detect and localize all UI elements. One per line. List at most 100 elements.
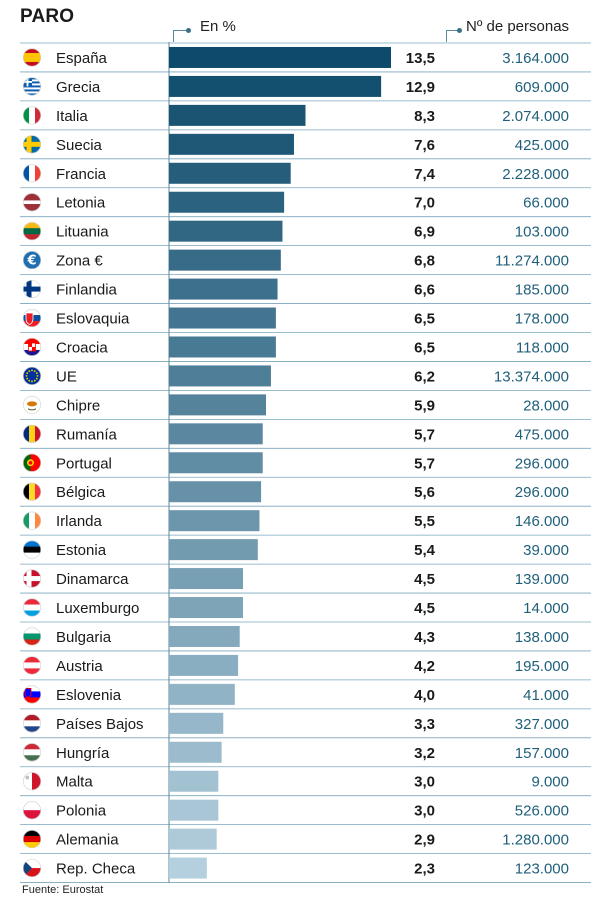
bar <box>169 220 283 242</box>
persons-label: 118.000 <box>516 339 569 356</box>
persons-label: 13.374.000 <box>494 368 569 385</box>
country-label: Dinamarca <box>56 571 129 588</box>
country-label: Chipre <box>56 397 100 414</box>
country-label: Estonia <box>56 542 107 559</box>
persons-label: 14.000 <box>523 600 569 617</box>
bar <box>169 741 222 763</box>
value-label: 6,5 <box>414 339 435 356</box>
persons-label: 2.074.000 <box>502 108 569 125</box>
flag-euro-icon: € <box>22 251 41 270</box>
bar <box>169 423 263 445</box>
chart-row: Austria 4,2 195.000 <box>22 654 569 676</box>
country-label: Zona € <box>56 253 103 270</box>
persons-label: 41.000 <box>523 687 569 704</box>
chart-row: Alemania 2,9 1.280.000 <box>22 828 569 850</box>
persons-label: 2.228.000 <box>502 166 569 183</box>
country-label: Rumanía <box>56 426 118 443</box>
chart-row: Eslovaquia 6,5 178.000 <box>22 307 569 329</box>
chart-row: Polonia 3,0 526.000 <box>22 799 569 821</box>
persons-label: 139.000 <box>515 571 569 588</box>
country-label: Países Bajos <box>56 716 144 733</box>
value-label: 2,9 <box>414 832 435 849</box>
flag-france-icon <box>22 164 41 183</box>
flag-netherlands-icon <box>22 714 41 733</box>
bar <box>169 597 243 619</box>
country-label: Luxemburgo <box>56 600 139 617</box>
flag-belgium-icon <box>22 482 41 501</box>
persons-label: 475.000 <box>515 426 569 443</box>
flag-greece-icon <box>22 77 41 96</box>
country-label: Bélgica <box>56 484 106 501</box>
value-label: 6,6 <box>414 282 435 299</box>
chart-row: Rep. Checa 2,3 123.000 <box>22 857 569 879</box>
flag-croatia-icon <box>22 337 41 356</box>
value-label: 6,5 <box>414 311 435 328</box>
chart-row: España 13,5 3.164.000 <box>22 46 569 68</box>
chart-row: Hungría 3,2 157.000 <box>22 741 569 763</box>
value-label: 6,8 <box>414 253 435 270</box>
value-label: 7,4 <box>414 166 436 183</box>
persons-label: 425.000 <box>515 137 569 154</box>
chart-row: Malta 3,0 9.000 <box>22 770 569 792</box>
country-label: Grecia <box>56 79 101 96</box>
country-label: Bulgaria <box>56 629 112 646</box>
country-label: Finlandia <box>56 282 118 299</box>
value-label: 7,0 <box>414 195 435 212</box>
persons-label: 39.000 <box>523 542 569 559</box>
value-label: 3,2 <box>414 745 435 762</box>
country-label: Francia <box>56 166 107 183</box>
value-label: 2,3 <box>414 861 435 878</box>
chart-row: UE 6,2 13.374.000 <box>22 365 569 387</box>
chart-row: Portugal 5,7 296.000 <box>22 452 569 474</box>
flag-bulgaria-icon <box>22 627 41 646</box>
flag-latvia-icon <box>22 193 41 212</box>
chart-row: Luxemburgo 4,5 14.000 <box>22 597 569 619</box>
country-label: Lituania <box>56 224 109 241</box>
bar <box>169 278 278 300</box>
value-label: 3,0 <box>414 803 435 820</box>
value-label: 4,2 <box>414 658 435 675</box>
flag-italy-icon <box>22 106 41 125</box>
persons-label: 195.000 <box>515 658 569 675</box>
value-label: 5,7 <box>414 455 435 472</box>
country-label: UE <box>56 368 77 385</box>
value-label: 4,3 <box>414 629 435 646</box>
persons-label: 609.000 <box>515 79 569 96</box>
value-label: 12,9 <box>406 79 435 96</box>
bar <box>169 568 243 590</box>
value-label: 6,9 <box>414 224 435 241</box>
flag-germany-icon <box>22 830 41 849</box>
persons-label: 3.164.000 <box>502 50 569 67</box>
value-label: 5,4 <box>414 542 436 559</box>
bar <box>169 162 291 184</box>
persons-label: 327.000 <box>515 716 569 733</box>
header-line-persons <box>446 30 460 31</box>
header-dot-percent <box>186 28 191 33</box>
persons-label: 28.000 <box>523 397 569 414</box>
flag-finland-icon <box>22 280 41 299</box>
flag-czechia-icon <box>22 859 41 878</box>
persons-label: 66.000 <box>523 195 569 212</box>
bar <box>169 799 219 821</box>
chart-row: Eslovenia 4,0 41.000 <box>22 683 569 705</box>
bar <box>169 75 382 97</box>
flag-poland-icon <box>22 801 41 820</box>
chart-row: Países Bajos 3,3 327.000 <box>22 712 569 734</box>
country-label: Portugal <box>56 455 112 472</box>
persons-label: 526.000 <box>515 803 569 820</box>
bar <box>169 365 271 387</box>
bar <box>169 46 391 68</box>
bar <box>169 104 306 126</box>
header-line-percent <box>173 30 189 31</box>
bar <box>169 770 219 792</box>
flag-denmark-icon <box>22 569 41 588</box>
chart-row: Italia 8,3 2.074.000 <box>22 104 569 126</box>
persons-label: 11.274.000 <box>495 253 569 270</box>
bar <box>169 828 217 850</box>
country-label: Eslovaquia <box>56 311 130 328</box>
bar <box>169 539 258 561</box>
persons-label: 296.000 <box>515 484 569 501</box>
value-label: 4,5 <box>414 571 435 588</box>
source-note: Fuente: Eurostat <box>22 884 104 896</box>
